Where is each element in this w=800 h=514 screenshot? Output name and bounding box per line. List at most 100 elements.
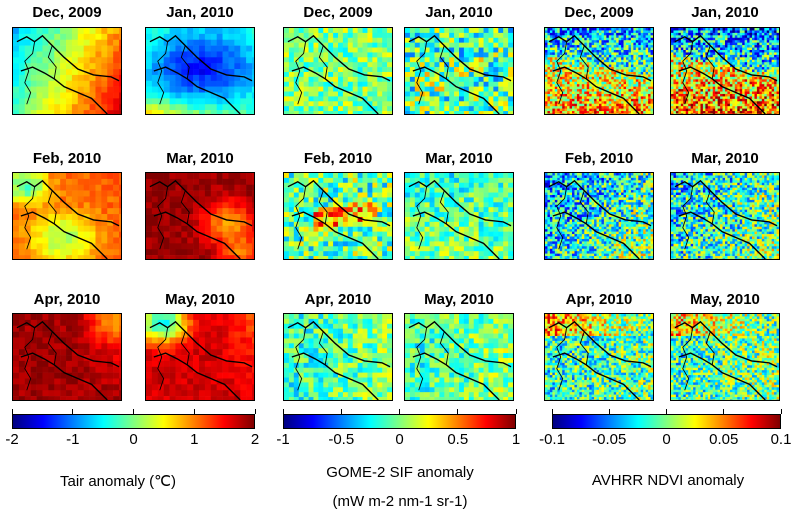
colorbar-tick-label: -0.1 (539, 431, 565, 448)
boundary-line (556, 327, 568, 391)
anomaly-heatmap (545, 314, 653, 400)
boundary-line (408, 320, 512, 368)
boundary-line (180, 45, 190, 79)
boundary-line (682, 41, 694, 105)
tair-colorbar-label: Tair anomaly (℃) (59, 473, 177, 490)
boundary-line (318, 45, 328, 79)
sif-map (404, 172, 514, 260)
ndvi-colorbar (552, 414, 781, 429)
boundary-line (552, 352, 640, 400)
tair-map (12, 27, 122, 115)
boundary-line (149, 320, 253, 368)
panel-title: Dec, 2009 (564, 4, 634, 21)
boundary-line (291, 66, 379, 114)
sif-colorbar-label: GOME-2 SIF anomaly (326, 464, 474, 481)
ndvi-map (544, 172, 654, 260)
colorbar-tick-label: -0.5 (328, 431, 355, 448)
colorbar-tick (399, 409, 400, 414)
boundary-line (556, 41, 568, 105)
anomaly-heatmap (671, 28, 779, 114)
ndvi-colorbar-label: AVHRR NDVI anomaly (591, 472, 745, 489)
colorbar-tick (723, 409, 725, 414)
boundary-line (295, 327, 307, 391)
panel-title: Mar, 2010 (691, 150, 759, 167)
colorbar-tick-label: -1 (66, 431, 80, 448)
boundary-line (24, 41, 36, 105)
ndvi-map (544, 27, 654, 115)
colorbar-tick-label: 0.5 (447, 431, 469, 448)
colorbar-tick (254, 409, 256, 414)
colorbar-tick (282, 409, 284, 414)
anomaly-heatmap (13, 314, 121, 400)
colorbar-tick (515, 409, 517, 414)
boundary-line (287, 179, 391, 227)
colorbar-tick-label: -2 (5, 431, 19, 448)
anomaly-heatmap (146, 314, 254, 400)
colorbar-tick (193, 409, 195, 414)
anomaly-heatmap (284, 173, 392, 259)
sif-map (404, 27, 514, 115)
boundary-line (287, 320, 391, 368)
colorbar-tick (666, 409, 667, 414)
panel-title: Feb, 2010 (303, 150, 373, 167)
boundary-line (416, 41, 428, 105)
boundary-line (674, 34, 778, 82)
colorbar-tick (608, 409, 610, 414)
boundary-line (149, 34, 253, 82)
colorbar-tick (11, 409, 13, 414)
panel-title: Feb, 2010 (564, 150, 634, 167)
anomaly-heatmap (671, 173, 779, 259)
panel-title: Apr, 2010 (565, 291, 633, 308)
ndvi-map (670, 27, 780, 115)
boundary-line (439, 331, 449, 365)
boundary-line (153, 66, 241, 114)
tair-map (145, 313, 255, 401)
boundary-line (556, 186, 568, 250)
boundary-line (682, 186, 694, 250)
panel-title: May, 2010 (424, 291, 494, 308)
boundary-line (579, 190, 589, 224)
panel-title: Feb, 2010 (32, 150, 102, 167)
boundary-line (678, 66, 766, 114)
colorbar-tick-label: -1 (276, 431, 290, 448)
boundary-line (47, 45, 57, 79)
boundary-line (678, 352, 766, 400)
boundary-line (180, 190, 190, 224)
anomaly-heatmap (146, 173, 254, 259)
panel-title: Mar, 2010 (166, 150, 234, 167)
boundary-line (548, 320, 652, 368)
anomaly-heatmap (284, 314, 392, 400)
anomaly-heatmap (545, 28, 653, 114)
anomaly-heatmap (405, 173, 513, 259)
boundary-line (674, 179, 778, 227)
boundary-line (157, 327, 169, 391)
colorbar-tick-label: 0 (129, 431, 138, 448)
boundary-line (318, 331, 328, 365)
anomaly-heatmap (405, 28, 513, 114)
tair-map (145, 27, 255, 115)
boundary-line (291, 211, 379, 259)
colorbar-tick-label: 0.05 (709, 431, 739, 448)
panel-title: Apr, 2010 (304, 291, 372, 308)
boundary-line (318, 190, 328, 224)
boundary-line (552, 211, 640, 259)
colorbar-tick (457, 409, 459, 414)
boundary-line (682, 327, 694, 391)
boundary-line (579, 331, 589, 365)
boundary-line (674, 320, 778, 368)
boundary-line (705, 190, 715, 224)
boundary-line (295, 41, 307, 105)
sif-map (283, 313, 393, 401)
panel-title: Jan, 2010 (166, 4, 234, 21)
tair-map (145, 172, 255, 260)
sif-map (283, 172, 393, 260)
colorbar-tick (551, 409, 553, 414)
boundary-line (412, 211, 500, 259)
boundary-line (291, 352, 379, 400)
anomaly-heatmap (13, 28, 121, 114)
colorbar-tick (133, 409, 134, 414)
ndvi-map (544, 313, 654, 401)
colorbar-tick (780, 409, 782, 414)
boundary-line (548, 34, 652, 82)
panel-title: Dec, 2009 (303, 4, 373, 21)
